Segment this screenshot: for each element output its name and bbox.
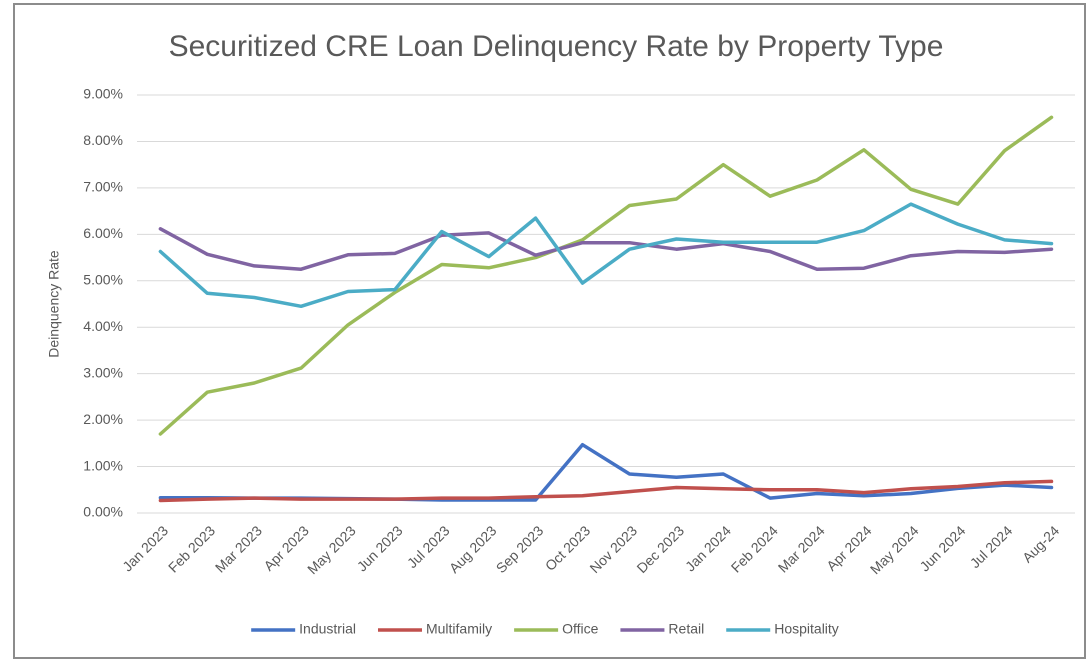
line-series xyxy=(158,479,1054,503)
y-tick-label: 4.00% xyxy=(83,318,123,334)
chart-title: Securitized CRE Loan Delinquency Rate by… xyxy=(169,30,944,63)
y-tick-label: 0.00% xyxy=(83,504,123,520)
y-tick-label: 5.00% xyxy=(83,271,123,287)
line-series xyxy=(158,115,1054,436)
legend-label: Retail xyxy=(668,621,704,637)
line-series xyxy=(158,227,1054,271)
legend-label: Office xyxy=(562,621,599,637)
y-tick-label: 3.00% xyxy=(83,364,123,380)
y-tick-label: 2.00% xyxy=(83,411,123,427)
legend-label: Industrial xyxy=(299,621,356,637)
y-tick-label: 9.00% xyxy=(83,86,123,102)
legend-label: Hospitality xyxy=(774,621,839,637)
y-tick-label: 8.00% xyxy=(83,132,123,148)
y-tick-label: 6.00% xyxy=(83,225,123,241)
y-tick-label: 7.00% xyxy=(83,179,123,195)
chart-border xyxy=(13,3,1086,659)
line-series xyxy=(158,202,1054,309)
legend-label: Multifamily xyxy=(426,621,492,637)
y-axis-label: Deinquency Rate xyxy=(46,250,62,358)
y-tick-label: 1.00% xyxy=(83,457,123,473)
